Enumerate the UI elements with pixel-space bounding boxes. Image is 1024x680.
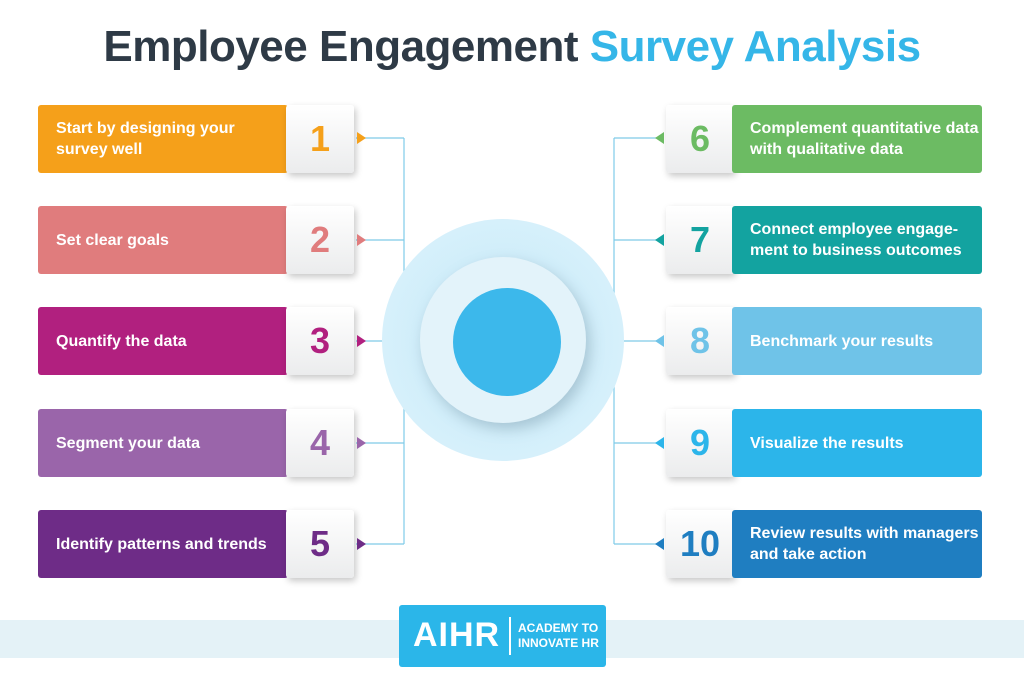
logo-subtitle-line1: ACADEMY TO	[518, 621, 599, 635]
arrow-icon	[655, 132, 664, 144]
logo-mark: AIHR	[413, 616, 501, 654]
step-label: Complement quantitative data with qualit…	[732, 105, 982, 173]
step-5: Identify patterns and trends 5	[38, 510, 355, 578]
arrow-icon	[655, 335, 664, 347]
aihr-logo: AIHR ACADEMY TO INNOVATE HR	[399, 605, 606, 667]
step-label: Identify patterns and trends	[38, 510, 288, 578]
step-label: Set clear goals	[38, 206, 288, 274]
title-main: Employee Engagement	[103, 22, 579, 71]
step-number: 7	[666, 206, 734, 274]
step-label: Visualize the results	[732, 409, 982, 477]
step-10: 10 Review results with managers and take…	[666, 510, 982, 578]
arrow-icon	[655, 437, 664, 449]
arrow-icon	[357, 437, 366, 449]
step-3: Quantify the data 3	[38, 307, 355, 375]
step-number: 5	[286, 510, 354, 578]
step-label: Connect employee engage-ment to business…	[732, 206, 982, 274]
arrow-icon	[357, 335, 366, 347]
step-8: 8 Benchmark your results	[666, 307, 982, 375]
logo-subtitle: ACADEMY TO INNOVATE HR	[518, 621, 604, 651]
step-label: Review results with managers and take ac…	[732, 510, 982, 578]
step-label: Start by designing your survey well	[38, 105, 288, 173]
step-7: 7 Connect employee engage-ment to busine…	[666, 206, 982, 274]
arrow-icon	[655, 538, 664, 550]
arrow-icon	[655, 234, 664, 246]
step-number: 8	[666, 307, 734, 375]
page-title: Employee Engagement Survey Analysis	[0, 22, 1024, 72]
step-6: 6 Complement quantitative data with qual…	[666, 105, 982, 173]
step-label: Benchmark your results	[732, 307, 982, 375]
step-label: Quantify the data	[38, 307, 288, 375]
arrow-icon	[357, 234, 366, 246]
step-number: 10	[666, 510, 734, 578]
step-number: 6	[666, 105, 734, 173]
hub-core-circle	[453, 288, 561, 396]
step-number: 2	[286, 206, 354, 274]
arrow-icon	[357, 538, 366, 550]
step-number: 1	[286, 105, 354, 173]
step-number: 9	[666, 409, 734, 477]
logo-subtitle-line2: INNOVATE HR	[518, 636, 599, 650]
arrow-icon	[357, 132, 366, 144]
step-2: Set clear goals 2	[38, 206, 355, 274]
step-label: Segment your data	[38, 409, 288, 477]
logo-divider	[509, 617, 511, 655]
step-number: 4	[286, 409, 354, 477]
step-1: Start by designing your survey well 1	[38, 105, 355, 173]
step-number: 3	[286, 307, 354, 375]
step-4: Segment your data 4	[38, 409, 355, 477]
title-accent: Survey Analysis	[589, 22, 921, 71]
step-9: 9 Visualize the results	[666, 409, 982, 477]
